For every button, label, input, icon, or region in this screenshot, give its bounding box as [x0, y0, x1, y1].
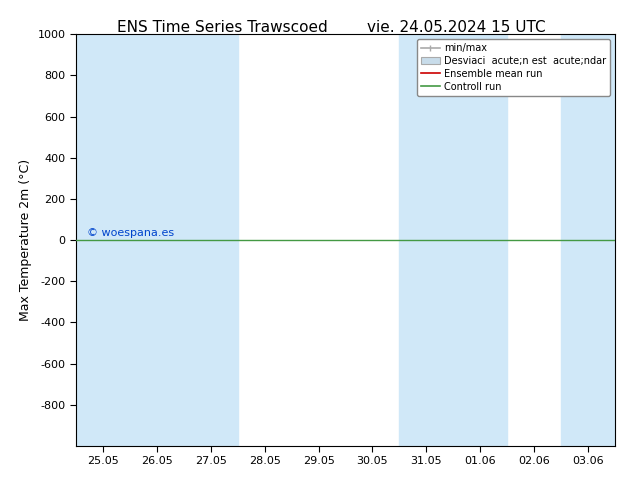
Bar	[561, 34, 615, 446]
Text: vie. 24.05.2024 15 UTC: vie. 24.05.2024 15 UTC	[367, 20, 546, 35]
Bar	[399, 34, 453, 446]
Legend: min/max, Desviaci  acute;n est  acute;ndar, Ensemble mean run, Controll run: min/max, Desviaci acute;n est acute;ndar…	[417, 39, 610, 96]
Bar	[453, 34, 507, 446]
Bar	[184, 34, 238, 446]
Bar	[76, 34, 130, 446]
Text: © woespana.es: © woespana.es	[87, 228, 174, 238]
Y-axis label: Max Temperature 2m (°C): Max Temperature 2m (°C)	[19, 159, 32, 321]
Bar	[130, 34, 184, 446]
Text: ENS Time Series Trawscoed: ENS Time Series Trawscoed	[117, 20, 327, 35]
